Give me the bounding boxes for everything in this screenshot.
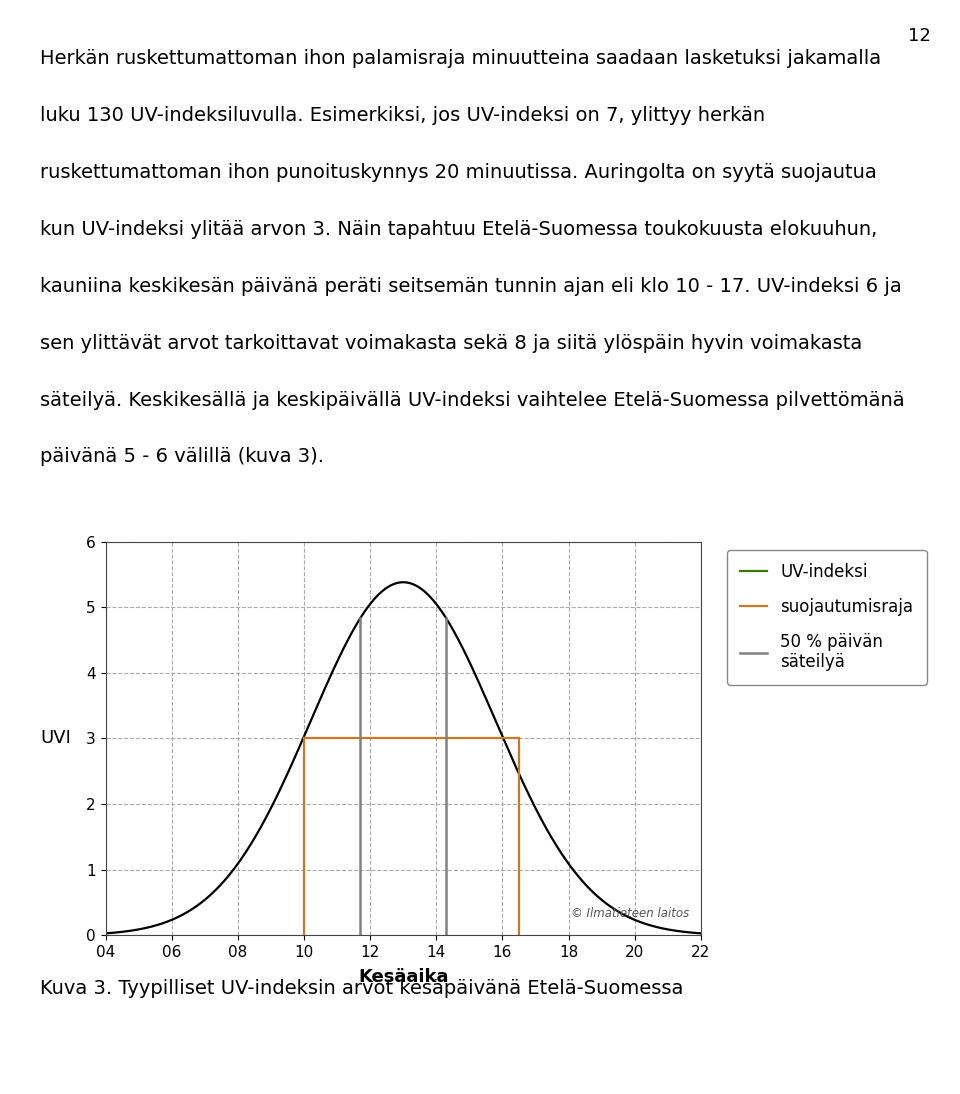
Y-axis label: UVI: UVI [40,730,71,747]
Text: 12: 12 [908,27,931,45]
Text: sen ylittävät arvot tarkoittavat voimakasta sekä 8 ja siitä ylöspäin hyvin voima: sen ylittävät arvot tarkoittavat voimaka… [40,334,863,352]
Legend: UV-indeksi, suojautumisraja, 50 % päivän
säteilyä: UV-indeksi, suojautumisraja, 50 % päivän… [727,550,926,685]
Text: kauniina keskikesän päivänä peräti seitsemän tunnin ajan eli klo 10 - 17. UV-ind: kauniina keskikesän päivänä peräti seits… [40,277,902,295]
X-axis label: Kesäaika: Kesäaika [358,968,448,987]
Text: päivänä 5 - 6 välillä (kuva 3).: päivänä 5 - 6 välillä (kuva 3). [40,447,324,466]
Text: kun UV-indeksi ylitää arvon 3. Näin tapahtuu Etelä-Suomessa toukokuusta elokuuhu: kun UV-indeksi ylitää arvon 3. Näin tapa… [40,220,877,238]
Text: ruskettumattoman ihon punoituskynnys 20 minuutissa. Auringolta on syytä suojautu: ruskettumattoman ihon punoituskynnys 20 … [40,163,877,182]
Text: Kuva 3. Tyypilliset UV-indeksin arvot kesäpäivänä Etelä-Suomessa: Kuva 3. Tyypilliset UV-indeksin arvot ke… [40,979,684,998]
Text: © Ilmatieteen laitos: © Ilmatieteen laitos [570,907,689,920]
Text: Herkän ruskettumattoman ihon palamisraja minuutteina saadaan lasketuksi jakamall: Herkän ruskettumattoman ihon palamisraja… [40,49,881,68]
Text: luku 130 UV-indeksiluvulla. Esimerkiksi, jos UV-indeksi on 7, ylittyy herkän: luku 130 UV-indeksiluvulla. Esimerkiksi,… [40,106,765,125]
Text: säteilyä. Keskikesällä ja keskipäivällä UV-indeksi vaihtelee Etelä-Suomessa pilv: säteilyä. Keskikesällä ja keskipäivällä … [40,391,905,409]
